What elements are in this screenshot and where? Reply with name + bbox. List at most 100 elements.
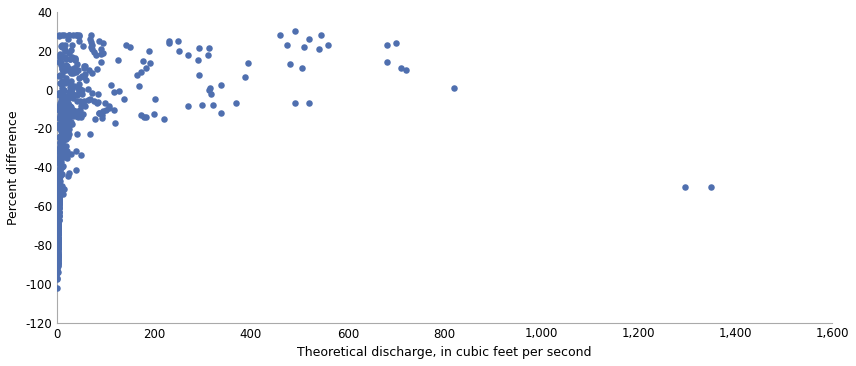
Point [58,117,72,123]
Point [107,107,121,113]
Point [94,59,108,65]
Y-axis label: Percent difference: Percent difference [7,110,20,225]
Point [54,107,68,113]
Point [67,65,80,71]
Point [56,53,69,59]
Point [73,107,86,113]
Point [60,102,74,108]
Point [51,230,64,236]
Point [73,89,86,95]
Point [54,108,68,113]
Point [53,144,67,150]
Point [51,237,64,243]
Point [53,171,67,177]
Point [288,100,301,106]
Point [51,244,64,250]
Point [54,134,68,140]
Point [138,114,152,120]
Point [56,42,69,48]
Point [52,126,66,131]
Point [55,132,68,138]
Point [62,131,75,137]
Point [60,155,74,161]
Point [51,212,65,217]
Point [380,60,394,66]
Point [51,219,65,225]
Point [52,185,66,191]
Point [62,56,76,62]
Point [51,253,64,259]
Point [62,36,75,41]
Point [91,99,104,105]
Point [61,100,74,105]
Point [130,72,144,78]
Point [142,48,156,54]
Point [56,91,70,97]
Point [54,61,68,67]
Point [52,183,66,189]
Point [51,195,65,201]
Point [53,158,67,164]
Point [54,112,68,118]
Point [62,131,75,137]
Point [55,116,68,122]
Point [51,227,65,233]
Point [52,205,66,210]
Point [53,156,67,161]
Point [53,157,67,163]
Point [59,95,73,101]
Point [58,80,72,86]
Point [81,67,95,73]
Point [136,58,150,64]
Point [53,172,67,178]
Point [58,48,72,54]
Point [75,87,89,93]
Point [51,231,64,237]
Point [52,179,66,185]
Point [54,142,68,148]
Point [56,154,69,160]
Point [72,67,86,72]
Point [51,217,65,223]
Point [51,216,65,222]
Point [51,234,65,240]
Point [51,209,65,215]
Point [62,89,75,95]
Point [61,123,74,129]
Point [51,217,65,223]
Point [84,96,98,101]
Point [55,142,68,148]
Point [52,179,66,184]
Point [70,92,84,98]
Point [51,227,65,233]
Point [74,103,88,109]
Point [64,79,78,85]
Point [53,165,67,171]
Point [51,266,64,272]
Point [678,184,692,190]
Point [74,111,87,117]
Point [52,172,66,178]
Point [68,108,82,113]
Point [51,227,65,233]
Point [91,100,104,106]
Point [51,207,65,213]
Point [238,74,252,79]
Point [72,32,86,38]
Point [52,182,66,187]
Point [51,203,65,209]
Point [51,255,64,261]
Point [59,103,73,109]
Point [53,140,67,146]
Point [56,122,70,128]
Point [51,187,65,193]
Point [68,55,82,61]
Point [96,108,110,114]
Point [51,242,64,247]
Point [63,70,77,76]
Point [57,120,71,126]
Point [51,244,65,250]
Point [90,52,104,58]
Point [172,48,186,54]
Point [51,219,65,224]
